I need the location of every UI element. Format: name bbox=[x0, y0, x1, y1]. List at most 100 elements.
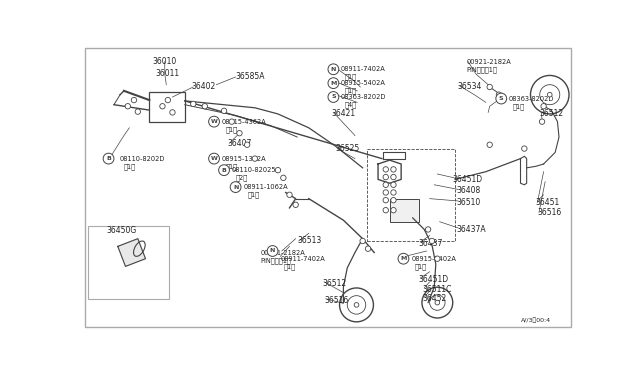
Circle shape bbox=[391, 174, 396, 180]
Circle shape bbox=[496, 93, 507, 104]
Circle shape bbox=[275, 167, 281, 173]
Text: 36437: 36437 bbox=[419, 239, 444, 248]
Circle shape bbox=[237, 131, 242, 136]
Text: 08363-8202D: 08363-8202D bbox=[341, 94, 387, 100]
Text: S: S bbox=[331, 94, 336, 99]
Circle shape bbox=[391, 167, 396, 172]
Circle shape bbox=[252, 156, 257, 161]
Circle shape bbox=[391, 182, 396, 187]
Text: 08915-1362A: 08915-1362A bbox=[221, 155, 266, 161]
Text: （1）: （1） bbox=[124, 163, 136, 170]
Text: 36407: 36407 bbox=[228, 139, 252, 148]
Text: （1）: （1） bbox=[247, 192, 259, 198]
Circle shape bbox=[383, 167, 388, 172]
Circle shape bbox=[229, 119, 234, 124]
Circle shape bbox=[398, 253, 409, 264]
Text: 36534: 36534 bbox=[458, 83, 482, 92]
Circle shape bbox=[328, 78, 339, 89]
Circle shape bbox=[354, 302, 359, 307]
Circle shape bbox=[165, 97, 170, 103]
Bar bbox=[390, 199, 419, 222]
Text: N: N bbox=[233, 185, 238, 190]
Text: （1）: （1） bbox=[345, 74, 357, 80]
Text: W: W bbox=[211, 156, 218, 161]
Text: 36408: 36408 bbox=[456, 186, 481, 195]
Circle shape bbox=[383, 208, 388, 213]
Circle shape bbox=[328, 64, 339, 75]
Circle shape bbox=[209, 153, 220, 164]
Circle shape bbox=[383, 198, 388, 203]
Circle shape bbox=[293, 202, 298, 208]
Text: 36010: 36010 bbox=[152, 57, 177, 66]
Text: 36450G: 36450G bbox=[106, 227, 136, 235]
Polygon shape bbox=[118, 239, 145, 266]
Circle shape bbox=[383, 190, 388, 195]
Text: （2）: （2） bbox=[236, 174, 248, 181]
Text: 08915-4362A: 08915-4362A bbox=[221, 119, 266, 125]
Text: （1）: （1） bbox=[225, 126, 237, 133]
Circle shape bbox=[435, 300, 440, 305]
Circle shape bbox=[287, 192, 292, 198]
Text: 36451D: 36451D bbox=[419, 275, 449, 284]
Circle shape bbox=[429, 238, 435, 244]
Circle shape bbox=[487, 84, 492, 90]
Text: 08110-82025: 08110-82025 bbox=[232, 167, 276, 173]
Circle shape bbox=[281, 175, 286, 180]
Circle shape bbox=[160, 103, 165, 109]
Text: （1）: （1） bbox=[513, 103, 525, 109]
Text: N: N bbox=[270, 248, 275, 253]
Text: S: S bbox=[499, 96, 504, 101]
Circle shape bbox=[391, 198, 396, 203]
Circle shape bbox=[103, 153, 114, 164]
Circle shape bbox=[267, 246, 278, 256]
Circle shape bbox=[487, 142, 492, 147]
Text: 08911-1062A: 08911-1062A bbox=[243, 184, 288, 190]
Circle shape bbox=[191, 101, 196, 107]
Text: 00921-2182A: 00921-2182A bbox=[467, 58, 511, 65]
Circle shape bbox=[209, 116, 220, 127]
Text: （1）: （1） bbox=[225, 163, 237, 170]
Text: B: B bbox=[106, 156, 111, 161]
Circle shape bbox=[244, 142, 250, 147]
Text: 36510: 36510 bbox=[456, 198, 481, 207]
Text: PINピン（1）: PINピン（1） bbox=[260, 257, 291, 263]
Text: （1）: （1） bbox=[284, 263, 296, 270]
Text: M: M bbox=[400, 256, 406, 261]
Circle shape bbox=[540, 119, 545, 124]
Text: 36451: 36451 bbox=[536, 198, 560, 207]
Circle shape bbox=[383, 182, 388, 187]
Circle shape bbox=[383, 174, 388, 180]
Text: 08911-7402A: 08911-7402A bbox=[280, 256, 325, 262]
Text: 08110-8202D: 08110-8202D bbox=[120, 155, 166, 161]
Text: 36513: 36513 bbox=[297, 237, 321, 246]
Circle shape bbox=[365, 246, 371, 251]
Text: 36512: 36512 bbox=[540, 109, 564, 118]
Bar bbox=[88, 225, 168, 299]
Text: 36011: 36011 bbox=[155, 70, 179, 78]
Bar bbox=[149, 92, 185, 122]
Circle shape bbox=[125, 103, 131, 109]
Text: 36512: 36512 bbox=[323, 279, 347, 288]
Circle shape bbox=[170, 110, 175, 115]
Text: （1）: （1） bbox=[415, 263, 427, 270]
Circle shape bbox=[435, 256, 440, 262]
Circle shape bbox=[131, 97, 137, 103]
Text: 00921-2182A: 00921-2182A bbox=[260, 250, 305, 256]
Text: 08915-5402A: 08915-5402A bbox=[411, 256, 456, 262]
Text: 36421: 36421 bbox=[332, 109, 356, 118]
Text: 36585A: 36585A bbox=[236, 73, 265, 81]
Text: 36516: 36516 bbox=[538, 208, 562, 217]
Text: 36516: 36516 bbox=[324, 296, 348, 305]
Bar bbox=[367, 148, 455, 241]
Text: 36452: 36452 bbox=[422, 294, 447, 303]
Text: 36511C: 36511C bbox=[422, 285, 452, 294]
Circle shape bbox=[202, 103, 207, 109]
Text: W: W bbox=[211, 119, 218, 124]
Text: M: M bbox=[330, 81, 337, 86]
Circle shape bbox=[221, 108, 227, 113]
Circle shape bbox=[360, 238, 365, 244]
Text: B: B bbox=[221, 168, 227, 173]
Circle shape bbox=[496, 92, 502, 97]
Text: A//3　00:4: A//3 00:4 bbox=[520, 318, 550, 323]
Text: 36437A: 36437A bbox=[456, 225, 486, 234]
